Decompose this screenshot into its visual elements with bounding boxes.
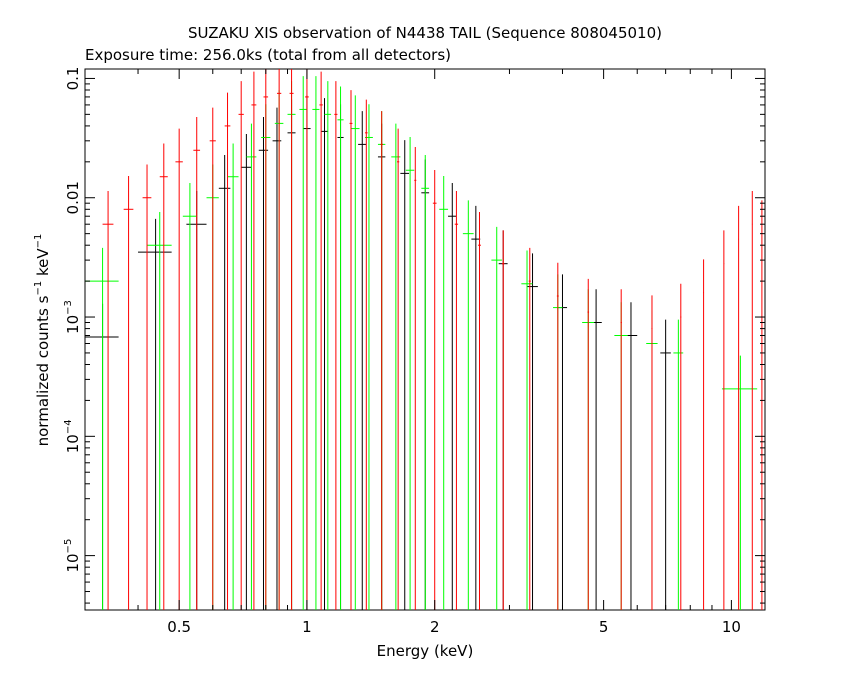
x-axis-label: Energy (keV)	[377, 642, 474, 660]
axis-ticks	[84, 69, 765, 610]
x-tick-label: 10	[722, 618, 741, 636]
data-series-1	[85, 76, 758, 610]
data-series-2	[102, 69, 763, 610]
y-tick-label: 0.1	[64, 67, 82, 91]
y-tick-label-mantissa: 10	[64, 434, 82, 453]
y-tick-label-mantissa: 10	[64, 315, 82, 334]
y-tick-label-exponent: −4	[63, 419, 74, 434]
y-axis-label-exponent-1: −1	[33, 281, 44, 296]
y-tick-label-exponent: −5	[63, 539, 74, 554]
y-axis-label: normalized counts s−1 keV−1	[33, 234, 52, 447]
series-layer	[85, 69, 763, 610]
y-tick-label: 10−5	[63, 539, 82, 573]
y-tick-label-exponent: −3	[63, 300, 74, 315]
chart-title: SUZAKU XIS observation of N4438 TAIL (Se…	[188, 24, 662, 42]
x-tick-label: 1	[302, 618, 312, 636]
x-tick-label: 5	[599, 618, 609, 636]
y-tick-label: 10−4	[63, 419, 82, 453]
y-axis-label-unit: keV	[34, 248, 52, 281]
data-series-0	[85, 95, 671, 610]
x-tick-label: 2	[430, 618, 440, 636]
y-tick-label-mantissa: 10	[64, 553, 82, 572]
y-tick-label: 10−3	[63, 300, 82, 334]
y-tick-label-mantissa: 0.01	[64, 181, 82, 214]
y-tick-label: 0.01	[64, 181, 82, 214]
y-axis-label-exponent-2: −1	[33, 234, 44, 249]
y-tick-label-mantissa: 0.1	[64, 67, 82, 91]
chart-subtitle: Exposure time: 256.0ks (total from all d…	[85, 46, 451, 64]
y-axis-label-main: normalized counts s	[34, 295, 52, 446]
x-tick-label: 0.5	[167, 618, 191, 636]
